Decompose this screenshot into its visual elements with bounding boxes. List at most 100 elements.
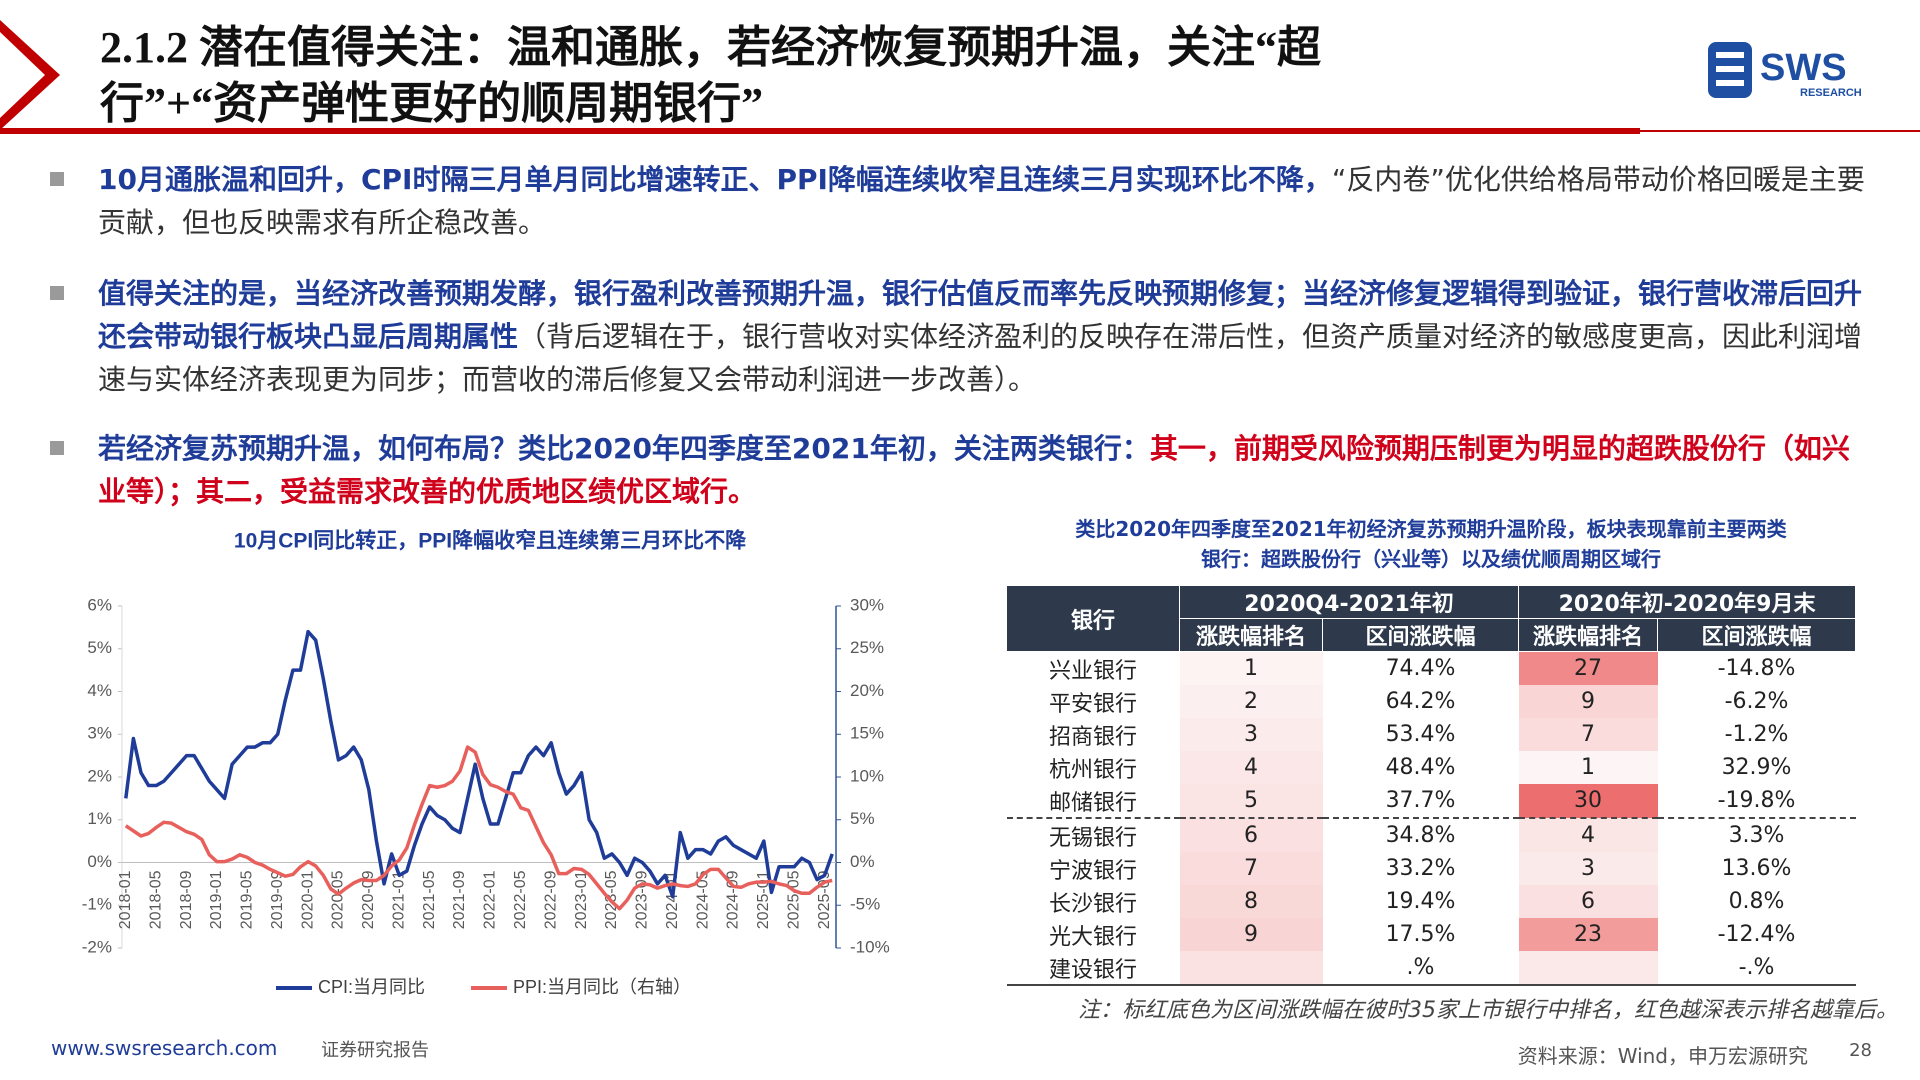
footer-type: 证券研究报告 — [321, 1040, 429, 1061]
bullet-text: 10月通胀温和回升，CPI时隔三月单月同比增速转正、PPI降幅连续收窄且连续三月… — [98, 158, 1876, 244]
y2-tick-label: 25% — [850, 638, 884, 657]
y2-tick-label: -5% — [850, 895, 880, 914]
table-cell: 6 — [1518, 885, 1658, 918]
table-cell: 4 — [1179, 751, 1323, 784]
header-cell: 涨跌幅排名 — [1179, 618, 1323, 652]
table-cell: 48.4% — [1385, 755, 1456, 780]
bullet-text: 值得关注的是，当经济改善预期发酵，银行盈利改善预期升温，银行估值反而率先反映预期… — [98, 272, 1876, 401]
x-tick-label: 2020-01 — [299, 870, 316, 929]
table-title: 类比2020年四季度至2021年初经济复苏预期升温阶段，板块表现靠前主要两类 银… — [1006, 514, 1856, 574]
table-cell — [1518, 951, 1658, 986]
table-cell: 0.8% — [1728, 889, 1785, 914]
y2-tick-label: -10% — [850, 937, 890, 956]
x-tick-label: 2025-05 — [785, 870, 802, 929]
footer-url: www.swsresearch.com — [51, 1036, 278, 1060]
chart: 10月CPI同比转正，PPI降幅收窄且连续第三月环比不降 -2% -1% 0% 1% 2… — [82, 529, 890, 997]
table-cell: 邮储银行 — [1006, 784, 1180, 819]
table-cell: -12.4% — [1717, 922, 1796, 947]
table-title-line: 银行：超跌股份行（兴业等）以及绩优顺周期区域行 — [1201, 547, 1661, 571]
header-cell: 银行 — [1006, 585, 1180, 652]
table-cell: 杭州银行 — [1048, 757, 1137, 783]
table-cell — [1179, 951, 1323, 986]
y2-tick-label: 20% — [850, 681, 884, 700]
text: “反内卷”优化供给格局带动价格回暖是主要贡献，但也反映需求有所企稳改善。 — [98, 163, 1865, 239]
emphasis: 值得关注的是，当经济改善预期发酵，银行盈利改善预期升温，银行估值反而率先反映预期… — [98, 277, 1863, 353]
header-cell: 区间涨跌幅 — [1657, 618, 1857, 652]
legend-label: PPI:当月同比（右轴） — [513, 977, 691, 997]
series-line — [124, 745, 833, 911]
bullet-marker — [50, 441, 64, 455]
logo-sub: RESEARCH — [1800, 87, 1862, 99]
table-cell: 7 — [1179, 852, 1323, 885]
y2-tick-label: 10% — [850, 766, 884, 785]
chevron-cut — [0, 32, 45, 118]
y-tick-label: 4% — [87, 681, 112, 700]
table-cell: 建设银行 — [1006, 951, 1180, 986]
table-cell: -1.2% — [1724, 722, 1789, 747]
emphasis: 10月通胀温和回升，CPI时隔三月单月同比增速转正、PPI降幅连续收窄且连续三月… — [98, 163, 1332, 196]
y2-tick-label: 5% — [850, 809, 875, 828]
y-tick-label: 5% — [87, 638, 112, 657]
table-cell: 平安银行 — [1048, 691, 1137, 717]
logo-stripe — [1716, 52, 1744, 58]
table-body: 兴业银行 1 74.4% 27 -14.8% 平安银行 2 64.2% 9 -6.2% 招商银行 3 5… — [1006, 651, 1856, 986]
table-cell: 3 — [1518, 852, 1658, 885]
header-cell: 2020Q4-2021年初 — [1178, 585, 1520, 619]
y-tick-label: 3% — [87, 724, 112, 743]
bullet: 若经济复苏预期升温，如何布局？类比2020年四季度至2021年初，关注两类银行：… — [50, 427, 1876, 513]
y-tick-label: -1% — [82, 895, 112, 914]
table-cell: 33.2% — [1385, 856, 1456, 881]
table-cell: 30 — [1518, 784, 1658, 819]
x-tick-label: 2024-05 — [694, 870, 711, 929]
bullet-marker — [50, 172, 64, 186]
page-number: 28 — [1849, 1040, 1872, 1061]
table-row: 光大银行 9 17.5% 23 -12.4% — [1007, 918, 1856, 951]
x-tick-label: 2020-09 — [360, 870, 377, 929]
table-cell: -6.2% — [1724, 689, 1789, 714]
table-row: 邮储银行 5 37.7% 30 -19.8% — [1006, 784, 1856, 819]
table-cell: .% — [1322, 951, 1519, 986]
table-row: 兴业银行 1 74.4% 27 -14.8% — [1007, 651, 1856, 685]
y-tick-label: -2% — [82, 937, 112, 956]
bullet: 值得关注的是，当经济改善预期发酵，银行盈利改善预期升温，银行估值反而率先反映预期… — [50, 272, 1876, 401]
table-cell: 74.4% — [1385, 656, 1456, 681]
series-line — [124, 629, 834, 899]
x-tick-label: 2018-05 — [147, 870, 164, 929]
table-row: 宁波银行 7 33.2% 3 13.6% — [1007, 852, 1856, 885]
logo-stripe — [1716, 80, 1744, 86]
table-cell: 32.9% — [1721, 755, 1792, 780]
table-cell: 3.3% — [1728, 823, 1785, 848]
y2-tick-label: 15% — [850, 724, 884, 743]
table-cell: -.% — [1657, 951, 1856, 986]
table-cell: 7 — [1518, 718, 1658, 751]
table-note: 注：标红底色为区间涨跌幅在彼时35家上市银行中排名，红色越深表示排名越靠后。 — [1078, 998, 1898, 1023]
table-cell: 6 — [1179, 818, 1323, 852]
table-cell: 2 — [1179, 685, 1323, 718]
x-tick-label: 2020-05 — [330, 870, 347, 929]
table-cell: -14.8% — [1717, 656, 1796, 681]
table-row: 无锡银行 6 34.8% 4 3.3% — [1007, 818, 1856, 852]
y2-tick-label: 30% — [850, 595, 884, 614]
table-row: 杭州银行 4 48.4% 1 32.9% — [1007, 751, 1856, 784]
title-rule — [0, 128, 1640, 134]
header-cell: 涨跌幅排名 — [1518, 618, 1659, 652]
x-tick-label: 2019-09 — [269, 870, 286, 929]
y2-tick-label: 0% — [850, 852, 875, 871]
x-tick-label: 2018-09 — [178, 870, 195, 929]
x-tick-label: 2019-01 — [208, 870, 225, 929]
table-cell: 8 — [1179, 885, 1323, 918]
title-line: 2.1.2 潜在值得关注：温和通胀，若经济恢复预期升温，关注“超 — [100, 23, 1321, 72]
x-tick-label: 2021-09 — [451, 870, 468, 929]
table-title-line: 类比2020年四季度至2021年初经济复苏预期升温阶段，板块表现靠前主要两类 — [1075, 517, 1787, 541]
x-tick-label: 2021-01 — [390, 870, 407, 929]
bullet: 10月通胀温和回升，CPI时隔三月单月同比增速转正、PPI降幅连续收窄且连续三月… — [50, 158, 1876, 244]
table-row: 长沙银行 8 19.4% 6 0.8% — [1007, 885, 1856, 918]
table-cell: 无锡银行 — [1048, 825, 1137, 851]
table-cell: 长沙银行 — [1048, 891, 1137, 917]
emphasis: 若经济复苏预期升温，如何布局？类比2020年四季度至2021年初，关注两类银行： — [98, 432, 1150, 465]
table-cell: 4 — [1518, 818, 1658, 852]
y-tick-label: 1% — [87, 809, 112, 828]
x-tick-label: 2024-09 — [725, 870, 742, 929]
x-tick-label: 2025-01 — [755, 870, 772, 929]
table-cell: 1 — [1518, 751, 1658, 784]
